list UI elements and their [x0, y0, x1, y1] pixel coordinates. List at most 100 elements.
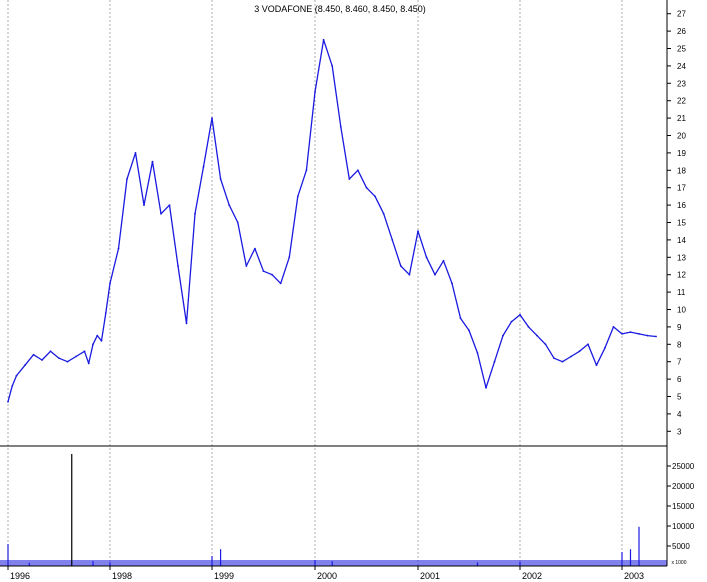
price-point	[160, 212, 162, 215]
price-point	[211, 117, 213, 119]
price-point	[331, 65, 334, 67]
price-panel	[7, 38, 657, 403]
vertical-grid	[7, 0, 623, 566]
price-point	[288, 256, 291, 259]
price-point	[357, 169, 359, 172]
x-tick-label: 2000	[317, 571, 337, 581]
x-tick-label: 1998	[112, 571, 132, 581]
price-point	[296, 195, 299, 198]
price-point	[570, 355, 572, 358]
y-tick-label: 23	[677, 79, 686, 88]
x-tick-label: 2003	[624, 571, 644, 581]
price-point	[527, 326, 530, 328]
price-line	[7, 39, 657, 402]
price-point	[202, 165, 205, 168]
price-point	[185, 322, 188, 325]
price-point	[459, 317, 462, 320]
price-point	[374, 195, 376, 198]
price-point	[279, 282, 282, 285]
price-point	[408, 273, 411, 276]
volume-panel	[0, 454, 667, 566]
price-point	[322, 38, 325, 41]
price-point	[87, 362, 90, 365]
x-tick-label: 1999	[214, 571, 234, 581]
price-point	[7, 400, 9, 403]
x-tick-label: 2001	[420, 571, 440, 581]
price-point	[391, 239, 394, 241]
price-point	[587, 343, 589, 346]
price-point	[399, 265, 402, 267]
y-tick-label: 3	[677, 427, 682, 436]
price-point	[314, 91, 316, 93]
price-point	[646, 334, 649, 337]
price-point	[96, 334, 99, 337]
price-point	[236, 221, 239, 224]
y-tick-label: 8	[677, 340, 682, 349]
price-point	[104, 312, 107, 314]
price-point	[168, 204, 171, 207]
price-point	[151, 160, 154, 163]
price-point	[451, 282, 453, 285]
volume-tick-label: 10000	[672, 522, 695, 531]
y-tick-label: 21	[677, 114, 686, 123]
price-point	[655, 335, 657, 338]
price-point	[339, 125, 342, 128]
y-tick-label: 17	[677, 184, 686, 193]
price-point	[143, 204, 145, 207]
y-tick-label: 25	[677, 45, 686, 54]
price-point	[476, 352, 479, 354]
y-tick-label: 13	[677, 253, 686, 262]
price-point	[49, 350, 52, 353]
y-tick-label: 19	[677, 149, 686, 158]
y-tick-label: 7	[677, 358, 682, 367]
price-point	[365, 186, 368, 189]
y-tick-label: 15	[677, 219, 686, 228]
y-tick-label: 27	[677, 10, 686, 19]
price-point	[75, 355, 77, 358]
price-point	[604, 346, 606, 349]
x-tick-label: 2002	[522, 571, 542, 581]
price-point	[219, 178, 222, 180]
price-point	[434, 273, 436, 276]
price-point	[382, 212, 385, 215]
price-point	[510, 320, 513, 323]
y-tick-label: 4	[677, 410, 682, 419]
price-point	[109, 282, 111, 285]
price-point	[194, 212, 196, 215]
price-point	[245, 265, 248, 267]
x-tick-label: 1996	[10, 571, 30, 581]
y-tick-label: 10	[677, 306, 686, 315]
price-point	[32, 353, 35, 356]
y-tick-label: 24	[677, 62, 686, 71]
price-point	[134, 152, 137, 154]
y-tick-label: 14	[677, 236, 686, 245]
volume-y-axis: 5000 10000 15000 20000 25000	[667, 462, 695, 551]
price-point	[629, 331, 632, 334]
price-point	[536, 334, 538, 337]
price-point	[348, 178, 351, 180]
price-point	[638, 332, 640, 335]
price-point	[485, 386, 487, 389]
price-point	[578, 350, 581, 353]
price-point	[262, 270, 265, 273]
y-tick-label: 12	[677, 271, 686, 280]
price-point	[519, 313, 521, 316]
y-tick-label: 18	[677, 166, 686, 175]
price-point	[553, 357, 555, 360]
price-point	[595, 364, 598, 367]
price-y-axis: 3 4 5 6 7 8 9 10 11 12 13 14 15 16 17 18 19 20 21 22 23 24 25 2…	[667, 10, 686, 436]
price-point	[58, 357, 60, 360]
price-point	[41, 359, 43, 361]
price-point	[254, 247, 256, 250]
chart-title: 3 VODAFONE (8.450, 8.460, 8.450, 8.450)	[254, 4, 426, 14]
price-point	[544, 343, 547, 346]
price-point	[83, 350, 86, 353]
y-tick-label: 20	[677, 132, 686, 141]
price-point	[425, 256, 428, 259]
price-point	[271, 273, 273, 276]
price-point	[502, 334, 504, 337]
y-tick-label: 11	[677, 288, 686, 297]
price-point	[493, 360, 496, 363]
price-point	[24, 364, 26, 367]
